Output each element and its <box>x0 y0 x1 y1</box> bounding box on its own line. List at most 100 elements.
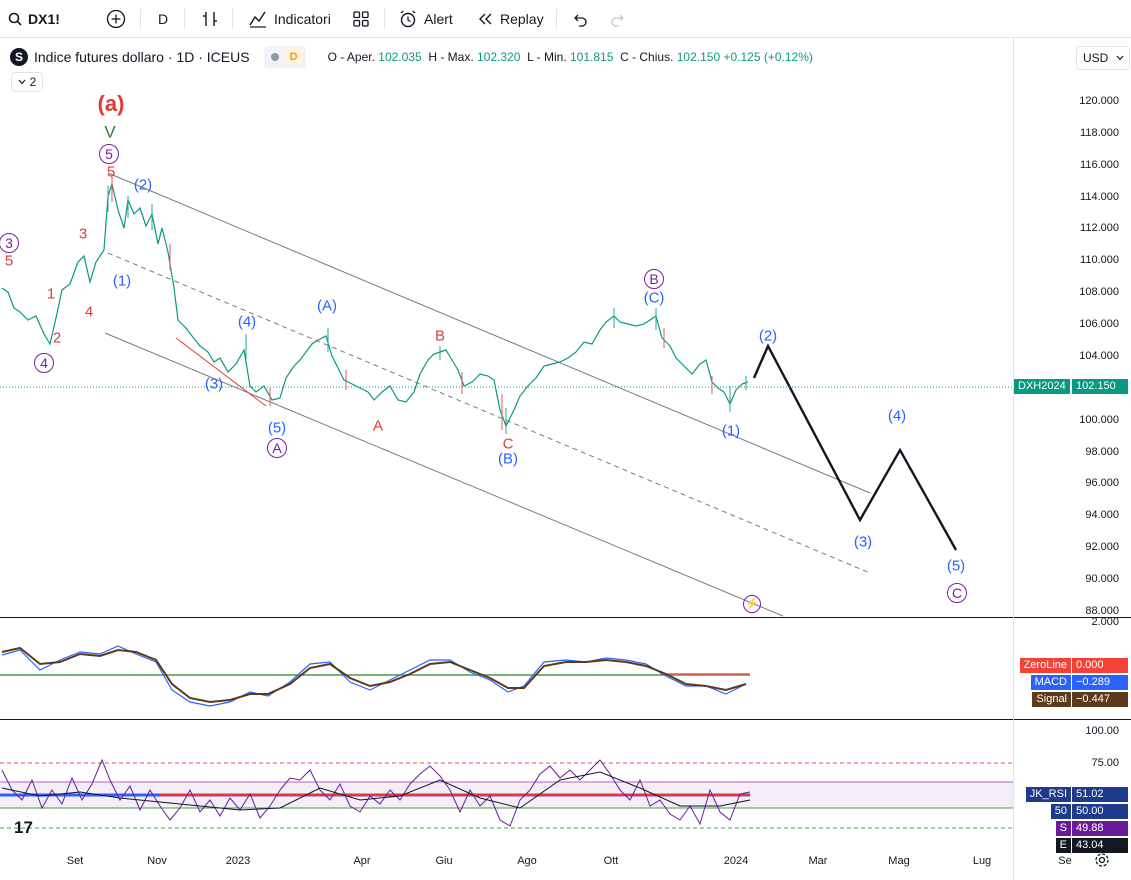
time-axis-label: 2024 <box>723 855 749 867</box>
wave-label-future-3[interactable]: (3) <box>853 533 873 551</box>
price-axis-label: 88.000 <box>1085 605 1119 617</box>
wave-label-future-4[interactable]: (4) <box>887 407 907 425</box>
time-axis-label: Giu <box>435 855 453 867</box>
wave-label-future-5[interactable]: (5) <box>946 557 966 575</box>
market-status-icon <box>270 53 279 61</box>
rewind-icon <box>479 13 492 25</box>
wave-label-red-5b[interactable]: 5 <box>4 252 14 270</box>
wave-label-blue-a[interactable]: (A) <box>317 297 337 315</box>
wave-label-blue-b[interactable]: (B) <box>498 450 518 468</box>
replay-label: Replay <box>500 11 544 27</box>
wave-label-v[interactable]: V <box>104 122 116 142</box>
price-axis-label: 90.000 <box>1085 573 1119 585</box>
price-axis-label: 106.000 <box>1079 318 1119 330</box>
currency-select[interactable]: USD <box>1076 46 1130 70</box>
wave-label-red-4[interactable]: 4 <box>84 303 94 321</box>
wave-label-big-a[interactable]: (a) <box>97 91 125 116</box>
interval-button[interactable]: D <box>158 7 168 31</box>
price-axis-label: 104.000 <box>1079 350 1119 362</box>
wave-label-blue-4[interactable]: (4) <box>237 313 257 331</box>
symbol-search-button[interactable]: DX1! <box>8 7 60 31</box>
wave-label-blue-5[interactable]: (5) <box>267 419 287 437</box>
indicator-value-tag: 50.00 <box>1072 804 1128 819</box>
price-axis-label: 96.000 <box>1085 477 1119 489</box>
wave-label-circle-4[interactable]: 4 <box>34 353 54 373</box>
price-series <box>1 181 749 428</box>
compare-add-button[interactable] <box>106 7 126 31</box>
channel-upper-line[interactable] <box>107 172 871 494</box>
indicator-name-tag: ZeroLine <box>1019 658 1071 673</box>
alert-button[interactable]: Alert <box>398 7 453 31</box>
wave-label-circle-5[interactable]: 5 <box>99 144 119 164</box>
exchange-label: ICEUS <box>206 49 250 65</box>
price-axis-label: 120.000 <box>1079 95 1119 107</box>
symbol-price-tag: DXH2024 <box>1014 379 1070 394</box>
wave-label-red-c[interactable]: C <box>502 435 514 453</box>
indicator-value-tag: −0.447 <box>1072 692 1128 707</box>
interval-label: D <box>158 11 169 27</box>
indicators-button[interactable]: Indicatori <box>248 7 331 31</box>
wave-label-blue-1[interactable]: (1) <box>112 272 132 290</box>
pane-divider-macd[interactable] <box>0 617 1131 618</box>
wave-3-trendline[interactable] <box>175 337 267 407</box>
redo-button[interactable] <box>609 7 627 31</box>
price-axis-label: 108.000 <box>1079 286 1119 298</box>
pane-divider-rsi[interactable] <box>0 719 1131 720</box>
price-axis-label: 98.000 <box>1085 446 1119 458</box>
chart-canvas[interactable] <box>0 38 1131 880</box>
wave-label-red-1[interactable]: 1 <box>46 285 56 303</box>
price-axis-label: 114.000 <box>1080 191 1119 203</box>
wave-label-blue-3[interactable]: (3) <box>204 375 224 393</box>
indicator-value-tag: 49.88 <box>1072 821 1128 836</box>
time-axis-label: Nov <box>147 855 167 867</box>
ohlc-values: O - Aper. 102.035 H - Max. 102.320 L - M… <box>327 50 813 64</box>
rsi-axis-label-75: 75.00 <box>1091 757 1119 769</box>
channel-middle-line[interactable] <box>107 252 871 574</box>
wave-label-circle-a[interactable]: A <box>267 438 287 458</box>
alert-label: Alert <box>424 11 453 27</box>
wave-label-red-a[interactable]: A <box>372 417 384 435</box>
grid-icon <box>353 11 369 27</box>
status-badges[interactable]: D <box>263 46 306 68</box>
last-price-tag: 102.150 <box>1072 379 1128 394</box>
indicator-value-tag: −0.289 <box>1072 675 1128 690</box>
wave-label-circle-3[interactable]: 3 <box>0 233 19 253</box>
indicator-collapse-button[interactable]: 2 <box>11 72 43 92</box>
macd-axis-label: 2.000 <box>1091 616 1119 628</box>
delayed-badge: D <box>284 48 303 66</box>
wave-label-circle-c[interactable]: C <box>947 583 967 603</box>
chart-type-button[interactable] <box>200 7 220 31</box>
price-axis-label: 116.000 <box>1080 159 1119 171</box>
undo-icon <box>574 14 587 27</box>
price-axis-label: 94.000 <box>1085 509 1119 521</box>
wave-label-red-b[interactable]: B <box>434 327 446 345</box>
wave-label-blue-c[interactable]: (C) <box>643 289 665 307</box>
low-value: 101.815 <box>570 50 614 64</box>
undo-button[interactable] <box>571 7 589 31</box>
rsi-line <box>1 758 751 827</box>
indicator-name-tag: S <box>1055 821 1071 836</box>
wave-label-circle-b[interactable]: B <box>644 269 664 289</box>
chevron-down-icon <box>18 79 26 85</box>
timeframe-label: 1D <box>176 49 195 65</box>
settings-button[interactable] <box>1094 852 1110 873</box>
wave-projection-path[interactable] <box>752 343 958 551</box>
symbol-legend[interactable]: S Indice futures dollaro · 1D · ICEUS D … <box>10 46 813 68</box>
wave-label-future-2[interactable]: (2) <box>758 327 778 345</box>
wave-label-blue-2[interactable]: (2) <box>133 176 153 194</box>
channel-lower-line[interactable] <box>104 332 784 617</box>
wave-label-future-1[interactable]: (1) <box>721 422 741 440</box>
top-toolbar: DX1! D Indicatori Alert Replay <box>0 0 1131 38</box>
layouts-button[interactable] <box>352 7 370 31</box>
close-value: 102.150 <box>676 50 721 64</box>
tradingview-logo: 17 <box>14 818 33 837</box>
wave-label-red-5a[interactable]: 5 <box>106 163 116 181</box>
price-axis-label: 100.000 <box>1079 414 1119 426</box>
indicator-value-tag: 51.02 <box>1072 787 1128 802</box>
replay-button[interactable]: Replay <box>476 7 544 31</box>
wave-label-red-3[interactable]: 3 <box>78 225 88 243</box>
gear-icon <box>1095 853 1109 867</box>
wave-label-red-2[interactable]: 2 <box>52 329 62 347</box>
lightning-event-icon[interactable]: ⚡ <box>743 595 761 613</box>
time-axis-label: Ott <box>603 855 619 867</box>
